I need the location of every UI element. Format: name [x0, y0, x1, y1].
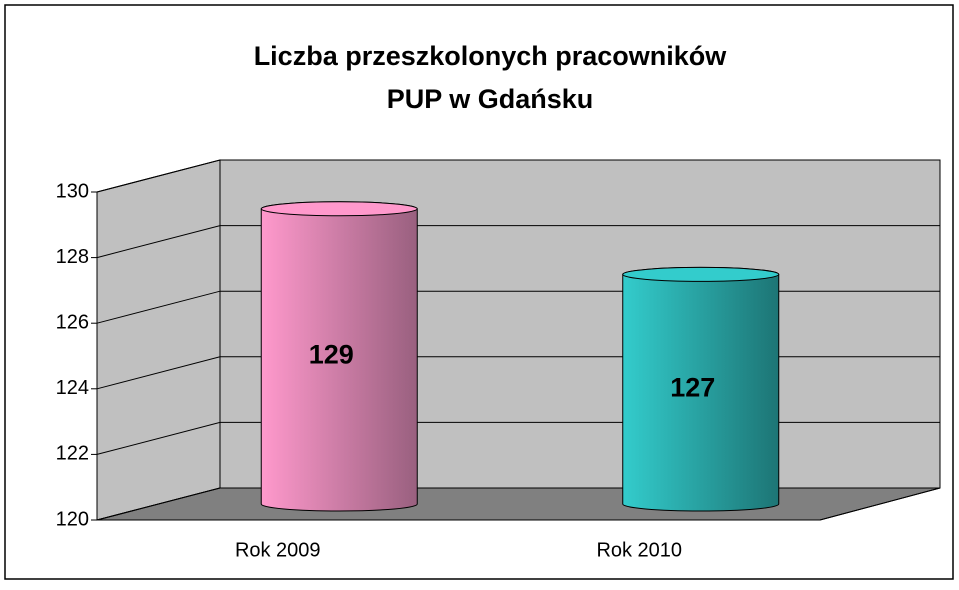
- data-label: 127: [670, 372, 715, 402]
- floor: [96, 487, 941, 521]
- y-tick-label: 122: [56, 443, 89, 465]
- grid-line: [96, 225, 940, 259]
- grid-line: [96, 159, 940, 193]
- y-tick-label: 130: [56, 180, 89, 202]
- data-label: 129: [309, 340, 354, 370]
- chart-title: Liczba przeszkolonych pracowników: [254, 41, 728, 71]
- y-tick-label: 124: [56, 377, 89, 399]
- floor-edge: [819, 487, 941, 521]
- bar-top: [260, 201, 418, 217]
- y-tick-label: 126: [56, 311, 89, 333]
- x-tick-label: Rok 2009: [235, 539, 321, 561]
- chart-title: PUP w Gdańsku: [387, 84, 594, 114]
- y-tick-label: 128: [56, 246, 89, 268]
- bar-top: [622, 266, 780, 282]
- y-tick-label: 120: [56, 508, 89, 530]
- left-wall: [96, 159, 221, 521]
- x-tick-label: Rok 2010: [596, 539, 682, 561]
